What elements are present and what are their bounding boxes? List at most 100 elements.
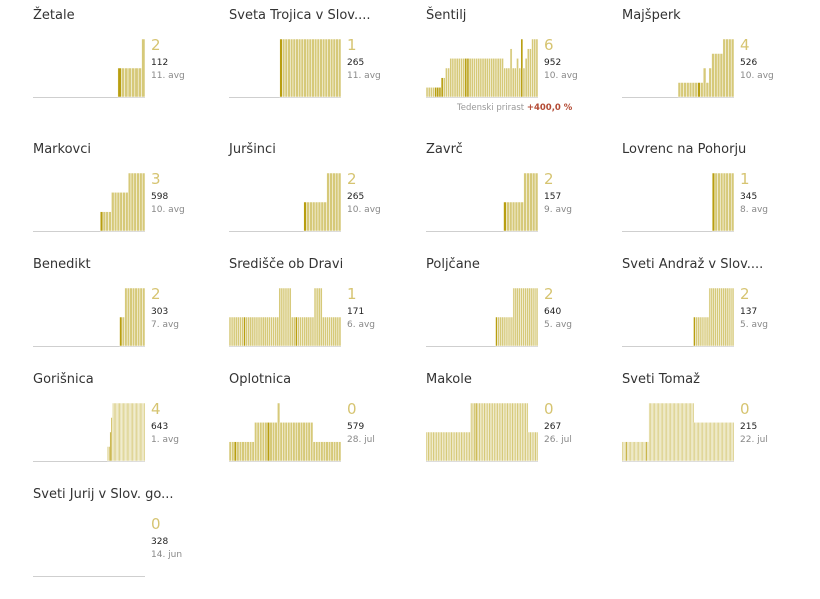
bar xyxy=(494,58,498,98)
municipality-chart: Markovci 3 598 10. avg xyxy=(33,142,223,254)
bar xyxy=(236,441,240,462)
bar xyxy=(531,287,535,347)
bar xyxy=(278,287,282,347)
bar xyxy=(249,316,253,347)
bar xyxy=(693,316,696,347)
bar-plot xyxy=(229,38,342,98)
last-date: 28. jul xyxy=(347,435,375,445)
bar xyxy=(306,201,310,232)
bar xyxy=(458,58,461,98)
bar xyxy=(427,87,431,98)
bar xyxy=(113,192,118,232)
bar xyxy=(317,287,321,347)
current-value: 0 xyxy=(740,400,750,418)
bar xyxy=(335,441,339,462)
bar xyxy=(529,172,533,232)
bar xyxy=(492,58,496,98)
last-date: 5. avg xyxy=(740,320,769,330)
bar xyxy=(334,316,338,347)
bar xyxy=(268,316,271,347)
bar xyxy=(530,287,533,347)
current-value: 0 xyxy=(347,400,357,418)
bar xyxy=(522,67,526,98)
bar xyxy=(319,38,323,98)
bar xyxy=(255,316,259,347)
bar xyxy=(257,316,261,347)
bar xyxy=(238,441,242,462)
current-value: 2 xyxy=(544,285,554,303)
bar xyxy=(337,172,342,232)
bar xyxy=(297,316,300,347)
bar xyxy=(526,48,530,98)
bar xyxy=(277,402,281,462)
bar xyxy=(501,58,504,98)
municipality-name: Zavrč xyxy=(426,142,463,157)
municipality-name: Sveta Trojica v Slov.... xyxy=(229,8,371,23)
bar xyxy=(99,211,104,232)
bar xyxy=(111,192,115,232)
bar xyxy=(231,441,235,462)
municipality-name: Poljčane xyxy=(426,257,480,272)
bar xyxy=(526,287,529,347)
bar xyxy=(241,441,245,462)
bar xyxy=(300,422,304,462)
bar xyxy=(315,287,319,347)
bar xyxy=(253,316,257,347)
last-date: 11. avg xyxy=(151,71,185,81)
bar xyxy=(720,172,724,232)
bar xyxy=(718,287,721,347)
bar xyxy=(533,287,537,347)
bar xyxy=(305,316,309,347)
bar xyxy=(335,38,339,98)
last-date: 1. avg xyxy=(151,435,180,445)
bar-plot xyxy=(33,576,145,577)
bar xyxy=(127,67,132,98)
municipality-name: Sveti Tomaž xyxy=(622,372,700,387)
bar xyxy=(511,67,515,98)
bar xyxy=(434,87,438,98)
bar xyxy=(307,316,311,347)
last-date: 8. avg xyxy=(740,205,769,215)
bar xyxy=(303,316,306,347)
total-count: 643 xyxy=(151,422,169,432)
bar xyxy=(498,58,502,98)
bar xyxy=(338,38,342,98)
bar xyxy=(282,422,286,462)
bar xyxy=(311,316,315,347)
bar xyxy=(323,201,327,232)
current-value: 0 xyxy=(151,515,161,533)
bar xyxy=(119,316,123,347)
total-count: 579 xyxy=(347,422,365,432)
bar xyxy=(102,211,107,232)
bar xyxy=(510,316,514,347)
bar xyxy=(506,316,510,347)
bar xyxy=(520,201,524,232)
municipality-name: Juršinci xyxy=(229,142,276,157)
bar xyxy=(694,82,698,98)
bar xyxy=(232,316,236,347)
bar xyxy=(295,316,298,347)
bar xyxy=(294,422,298,462)
bar xyxy=(535,287,539,347)
municipality-chart: Benedikt 2 303 7. avg xyxy=(33,257,223,369)
total-count: 265 xyxy=(347,58,365,68)
current-value: 1 xyxy=(347,285,357,303)
bar xyxy=(506,201,510,232)
last-date: 9. avg xyxy=(544,205,573,215)
total-count: 157 xyxy=(544,192,562,202)
bar xyxy=(261,422,265,462)
bar xyxy=(130,172,135,232)
bar xyxy=(725,172,729,232)
municipality-name: Središče ob Dravi xyxy=(229,257,344,272)
total-count: 640 xyxy=(544,307,562,317)
bar xyxy=(518,67,522,98)
bar xyxy=(516,58,519,98)
bar xyxy=(464,58,468,98)
bar xyxy=(269,422,273,462)
last-date: 10. avg xyxy=(544,71,578,81)
bar xyxy=(274,316,277,347)
bar xyxy=(730,38,735,98)
bar xyxy=(499,316,502,347)
municipality-name: Oplotnica xyxy=(229,372,292,387)
bar xyxy=(243,316,246,347)
